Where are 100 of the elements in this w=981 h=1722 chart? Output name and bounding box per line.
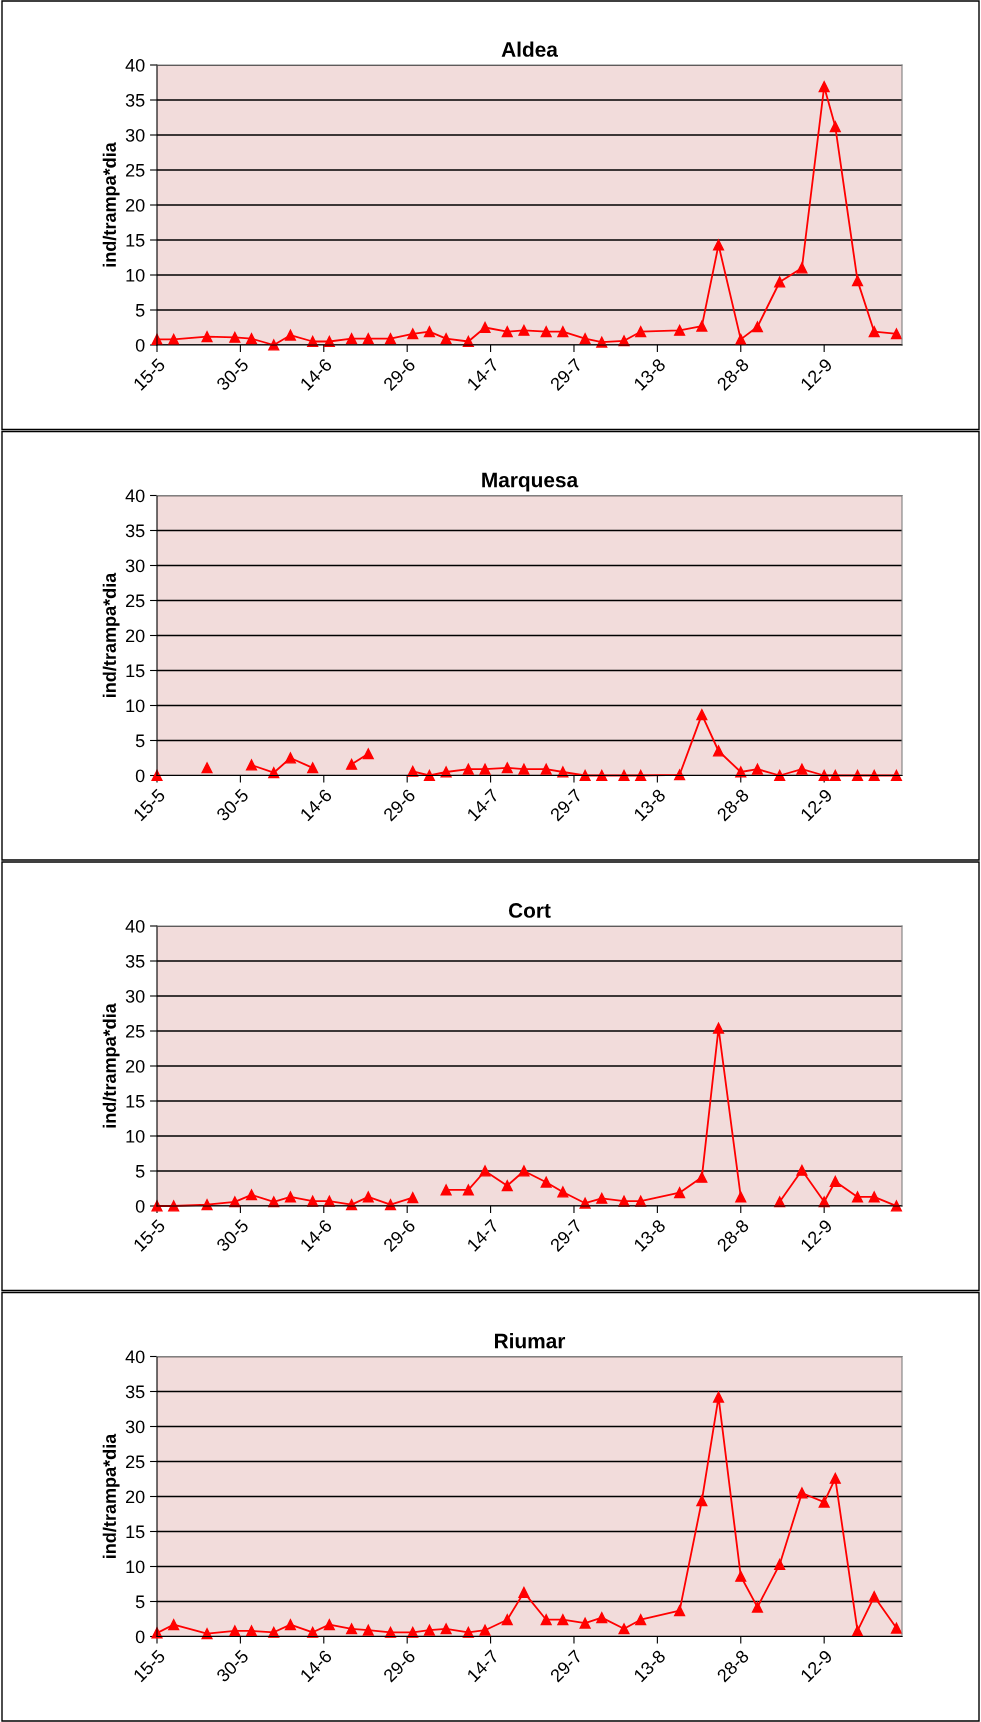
point — [818, 81, 830, 93]
point — [829, 121, 841, 133]
point — [245, 333, 258, 345]
point — [384, 333, 397, 345]
point — [557, 326, 569, 338]
point — [518, 324, 530, 336]
y-tick-label: 0 — [135, 769, 145, 783]
y-tick-label: 25 — [126, 163, 145, 177]
y-tick-label: 10 — [126, 1129, 145, 1143]
point — [501, 1614, 513, 1626]
point — [696, 320, 708, 332]
point — [407, 1192, 419, 1204]
point — [229, 1625, 241, 1637]
y-tick-label: 40 — [125, 58, 145, 72]
y-tick-label: 0 — [135, 1630, 145, 1644]
y-tick-label: 10 — [126, 699, 145, 713]
point — [796, 1487, 808, 1499]
y-tick-label: 20 — [126, 1059, 145, 1073]
point — [440, 766, 452, 778]
point — [674, 1187, 686, 1199]
y-tick-label: 35 — [125, 1385, 145, 1399]
point — [245, 1625, 258, 1637]
point — [423, 1624, 435, 1636]
point — [712, 745, 725, 757]
point — [818, 1496, 830, 1508]
point — [618, 1623, 630, 1635]
y-tick-label: 5 — [135, 734, 145, 748]
chart-title: Marquesa — [482, 472, 579, 492]
y-tick-label: 5 — [135, 304, 145, 317]
y-tick-label: 20 — [126, 629, 145, 643]
y-tick-label: 30 — [125, 128, 145, 142]
point — [362, 1191, 374, 1203]
point — [284, 1191, 296, 1203]
point — [712, 1391, 725, 1403]
y-tick-label: 10 — [126, 268, 145, 282]
point — [407, 765, 419, 777]
point — [618, 769, 630, 782]
point — [868, 769, 880, 782]
y-tick-label: 35 — [125, 954, 145, 968]
y-axis-title: ind/trampa*dia — [102, 572, 120, 697]
point — [735, 1191, 747, 1203]
y-tick-label: 10 — [126, 1560, 145, 1574]
y-tick-label: 35 — [125, 93, 145, 107]
y-tick-label: 40 — [125, 1350, 145, 1364]
point — [307, 762, 319, 774]
y-tick-label: 15 — [126, 664, 145, 678]
point — [407, 328, 419, 340]
point — [540, 1176, 552, 1188]
point — [596, 1612, 608, 1624]
point — [735, 766, 747, 778]
point — [346, 333, 358, 345]
point — [851, 275, 864, 287]
point — [712, 239, 725, 251]
point — [890, 1622, 902, 1634]
chart-title: Cort — [508, 903, 551, 918]
point — [518, 1165, 530, 1177]
point — [851, 1191, 864, 1203]
point — [774, 1558, 786, 1570]
y-tick-label: 15 — [126, 1525, 145, 1539]
y-tick-label: 40 — [125, 919, 145, 933]
point — [579, 333, 591, 345]
y-tick-label: 35 — [125, 524, 145, 538]
point — [674, 324, 686, 336]
point — [851, 769, 864, 782]
point — [890, 769, 902, 782]
point — [796, 763, 808, 775]
point — [323, 1619, 335, 1631]
point — [557, 1614, 569, 1626]
point — [518, 1586, 530, 1598]
point — [201, 331, 213, 343]
point — [540, 326, 552, 338]
point — [479, 1624, 491, 1636]
y-tick-label: 25 — [126, 1024, 145, 1038]
point — [229, 331, 241, 343]
point — [751, 1601, 764, 1613]
point — [346, 758, 358, 770]
y-axis-title: ind/trampa*dia — [102, 1433, 120, 1558]
y-axis-title: ind/trampa*dia — [102, 142, 120, 267]
point — [735, 1570, 747, 1582]
point — [501, 762, 513, 774]
point — [462, 1184, 474, 1196]
point — [557, 1186, 569, 1198]
point — [635, 769, 647, 782]
point — [674, 1605, 686, 1617]
point — [540, 1614, 552, 1626]
point — [751, 763, 764, 775]
y-tick-label: 20 — [126, 198, 145, 212]
y-axis-title: ind/trampa*dia — [102, 1003, 120, 1128]
point — [440, 1184, 452, 1196]
point — [712, 1022, 725, 1034]
point — [796, 262, 808, 274]
point — [479, 1165, 491, 1177]
point — [245, 1189, 258, 1201]
point — [635, 326, 647, 338]
y-tick-label: 0 — [135, 338, 145, 352]
point — [696, 1171, 708, 1183]
point — [635, 1614, 647, 1626]
point — [462, 763, 474, 775]
y-tick-label: 20 — [126, 1490, 145, 1504]
point — [557, 766, 569, 778]
